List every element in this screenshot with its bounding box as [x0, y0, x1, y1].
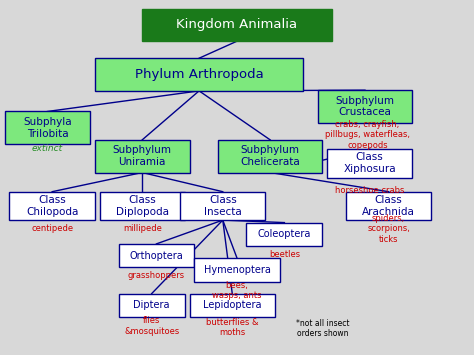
Text: grasshoppers: grasshoppers: [128, 271, 185, 280]
Text: bees,
wasps, ants: bees, wasps, ants: [212, 281, 262, 300]
Text: Orthoptera: Orthoptera: [129, 251, 183, 261]
Text: flies
&mosquitoes: flies &mosquitoes: [124, 316, 179, 335]
Text: Coleoptera: Coleoptera: [258, 229, 311, 239]
Text: Kingdom Animalia: Kingdom Animalia: [176, 18, 298, 31]
Text: *not all insect
orders shown: *not all insect orders shown: [296, 319, 349, 338]
FancyBboxPatch shape: [100, 192, 185, 220]
FancyBboxPatch shape: [318, 90, 412, 123]
Text: Class
Xiphosura: Class Xiphosura: [343, 153, 396, 174]
Text: Class
Diplopoda: Class Diplopoda: [116, 195, 169, 217]
Text: millipede: millipede: [123, 224, 162, 233]
FancyBboxPatch shape: [118, 244, 194, 267]
Text: horseshoe crabs: horseshoe crabs: [335, 186, 404, 196]
Text: Subphylum
Uniramia: Subphylum Uniramia: [113, 146, 172, 167]
Text: beetles: beetles: [269, 250, 300, 260]
Text: butterflies &
moths: butterflies & moths: [206, 318, 258, 337]
Text: Subphyla
Trilobita: Subphyla Trilobita: [23, 117, 72, 138]
FancyBboxPatch shape: [142, 9, 332, 41]
Text: Class
Arachnida: Class Arachnida: [362, 195, 415, 217]
Text: Class
Insecta: Class Insecta: [204, 195, 242, 217]
FancyBboxPatch shape: [95, 58, 303, 91]
FancyBboxPatch shape: [194, 258, 280, 282]
Text: Lepidoptera: Lepidoptera: [203, 300, 262, 310]
FancyBboxPatch shape: [346, 192, 431, 220]
FancyBboxPatch shape: [95, 140, 190, 173]
FancyBboxPatch shape: [9, 192, 95, 220]
Text: Hymenoptera: Hymenoptera: [203, 265, 271, 275]
Text: Class
Chilopoda: Class Chilopoda: [26, 195, 78, 217]
Text: crabs, crayfish,
pillbugs, waterfleas,
copepods: crabs, crayfish, pillbugs, waterfleas, c…: [325, 120, 410, 150]
FancyBboxPatch shape: [118, 294, 185, 317]
FancyBboxPatch shape: [180, 192, 265, 220]
FancyBboxPatch shape: [246, 223, 322, 246]
FancyBboxPatch shape: [218, 140, 322, 173]
Text: Phylum Arthropoda: Phylum Arthropoda: [135, 68, 264, 81]
FancyBboxPatch shape: [190, 294, 275, 317]
FancyBboxPatch shape: [327, 149, 412, 178]
Text: spiders,
scorpions,
ticks: spiders, scorpions, ticks: [367, 214, 410, 244]
FancyBboxPatch shape: [5, 111, 90, 144]
Text: centipede: centipede: [31, 224, 73, 233]
Text: Subphylum
Chelicerata: Subphylum Chelicerata: [240, 146, 300, 167]
Text: Diptera: Diptera: [133, 300, 170, 310]
Text: Subphylum
Crustacea: Subphylum Crustacea: [336, 96, 394, 117]
Text: extinct: extinct: [32, 144, 63, 153]
